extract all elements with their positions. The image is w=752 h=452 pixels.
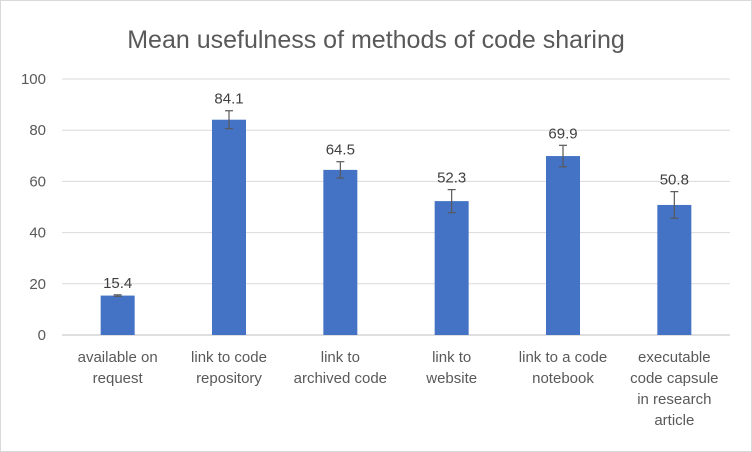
category-label: link to a code notebook [519, 349, 607, 387]
y-tick-label: 40 [29, 225, 46, 242]
bar [546, 156, 580, 335]
error-bar [670, 191, 679, 219]
data-label: 64.5 [326, 142, 355, 159]
error-bar [113, 294, 122, 297]
data-label: 52.3 [437, 170, 466, 187]
x-axis-categories: available on request link to code repositor… [78, 349, 719, 429]
category-label-line: archived code [294, 370, 387, 387]
y-tick-label: 60 [29, 173, 46, 190]
data-label: 84.1 [214, 91, 243, 108]
category-label-line: notebook [532, 370, 594, 387]
bar [323, 169, 358, 335]
category-label: available on request [78, 349, 158, 387]
category-label: link to website [425, 349, 477, 387]
data-label: 15.4 [103, 275, 132, 292]
category-label-line: article [654, 412, 694, 429]
category-label-line: link to code [191, 349, 267, 366]
bar [657, 204, 692, 335]
y-tick-label: 100 [21, 71, 46, 88]
category-label: executable code capsule in research article [630, 349, 718, 429]
category-label-line: website [425, 370, 477, 387]
y-tick-label: 80 [29, 122, 46, 139]
y-tick-label: 0 [38, 327, 46, 344]
category-label-line: in research [637, 391, 711, 408]
category-label: link to archived code [294, 349, 387, 387]
category-label-line: link to [321, 349, 360, 366]
category-label: link to code repository [191, 349, 267, 387]
category-label-line: available on [78, 349, 158, 366]
gridlines [62, 78, 730, 336]
data-labels: 15.4 84.1 64.5 52.3 69.9 50.8 [103, 91, 689, 292]
y-tick-label: 20 [29, 276, 46, 293]
data-label: 69.9 [548, 125, 577, 142]
error-bar [336, 161, 345, 179]
chart-title: Mean usefulness of methods of code shari… [127, 26, 625, 54]
bars [100, 119, 692, 335]
error-bar [225, 110, 233, 130]
category-label-line: executable [638, 349, 711, 366]
bar [434, 201, 469, 335]
bar [212, 119, 246, 335]
error-bar [447, 188, 456, 214]
data-label: 50.8 [660, 172, 689, 189]
category-label-line: request [93, 370, 144, 387]
category-label-line: repository [196, 370, 262, 387]
y-axis-ticks: 0 20 40 60 80 100 [21, 71, 46, 344]
bar [100, 295, 135, 335]
error-bars [113, 110, 679, 297]
category-label-line: link to [432, 349, 471, 366]
category-label-line: code capsule [630, 370, 718, 387]
error-bar [559, 144, 567, 168]
category-label-line: link to a code [519, 349, 607, 366]
